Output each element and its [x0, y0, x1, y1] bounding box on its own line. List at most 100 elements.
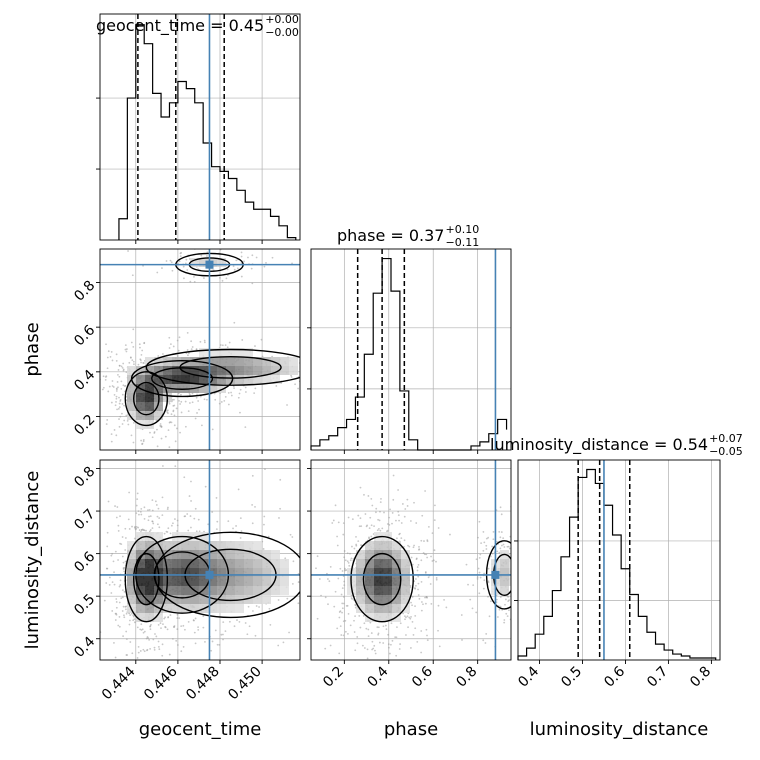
sample-point — [146, 636, 149, 638]
sample-point — [344, 619, 347, 622]
sample-point — [361, 644, 364, 647]
sample-point — [386, 529, 389, 532]
sample-point — [529, 610, 531, 612]
sample-point — [162, 623, 164, 626]
density-cell — [181, 366, 190, 375]
sample-point — [385, 628, 388, 631]
sample-point — [222, 633, 224, 636]
sample-point — [485, 548, 488, 550]
sample-point — [357, 540, 360, 543]
tick-label-y-luminosity_distance-4: 0.8 — [71, 464, 98, 491]
density-cell — [127, 541, 136, 550]
sample-point — [491, 545, 494, 548]
sample-point — [254, 345, 256, 347]
sample-point — [157, 355, 160, 357]
sample-point — [139, 346, 141, 349]
sample-point — [478, 556, 481, 559]
tick-label-x-phase-3: 0.8 — [453, 664, 480, 691]
sample-point — [408, 616, 411, 619]
sample-point — [260, 338, 263, 341]
sample-point — [487, 536, 490, 539]
sample-point — [118, 601, 121, 604]
density-cell — [172, 568, 181, 577]
sample-point — [117, 524, 120, 527]
sample-point — [390, 643, 392, 646]
sample-point — [460, 614, 463, 616]
sample-point — [240, 255, 243, 258]
sample-point — [227, 392, 230, 394]
sample-point — [370, 524, 373, 527]
sample-point — [119, 584, 122, 586]
sample-point — [411, 595, 414, 598]
sample-point — [232, 265, 235, 268]
sample-point — [516, 582, 518, 584]
density-cell — [190, 577, 199, 586]
sample-point — [363, 647, 366, 649]
sample-point — [117, 407, 120, 410]
tick-label-x-geocent_time-0: 0.444 — [99, 663, 139, 703]
sample-point — [239, 517, 242, 520]
density-cell — [127, 586, 136, 595]
sample-point — [168, 446, 171, 449]
sample-point — [237, 396, 240, 399]
sample-point — [484, 642, 487, 644]
sample-point — [132, 345, 135, 348]
sample-point — [348, 564, 351, 567]
sample-point — [483, 572, 486, 575]
sample-point — [176, 628, 179, 630]
sample-point — [254, 634, 257, 637]
density-cell — [217, 541, 226, 550]
sample-point — [167, 527, 170, 530]
sample-point — [123, 614, 125, 617]
sample-point — [117, 530, 120, 532]
density-cell — [280, 559, 289, 568]
density-cell — [235, 604, 244, 613]
sample-point — [245, 391, 247, 393]
sample-point — [409, 617, 412, 620]
sample-point — [161, 267, 163, 269]
sample-point — [94, 408, 96, 410]
foreground-layer: geocent_time = 0.45 +0.00−0.00 phase = 0.3… — [22, 13, 743, 740]
sample-point — [183, 476, 186, 479]
sample-point — [305, 371, 307, 373]
sample-point — [480, 542, 483, 545]
sample-point — [421, 514, 424, 517]
sample-point — [417, 582, 420, 585]
sample-point — [172, 345, 175, 348]
sample-point — [431, 560, 434, 562]
density-cell — [356, 595, 365, 604]
sample-point — [286, 597, 289, 600]
sample-point — [485, 537, 488, 540]
sample-point — [247, 605, 250, 608]
sample-point — [186, 513, 189, 515]
sample-point — [104, 378, 107, 381]
sample-point — [324, 355, 326, 357]
density-cell — [199, 357, 208, 366]
sample-point — [197, 629, 200, 631]
sample-point — [121, 589, 124, 592]
sample-point — [38, 379, 40, 381]
sample-point — [147, 519, 150, 522]
sample-point — [340, 634, 343, 636]
sample-point — [153, 648, 156, 651]
sample-point — [233, 387, 235, 390]
sample-point — [415, 522, 418, 524]
density-cell — [172, 357, 181, 366]
sample-point — [512, 564, 514, 566]
sample-point — [384, 662, 386, 664]
sample-point — [158, 517, 161, 519]
sample-point — [169, 614, 172, 616]
sample-point — [329, 619, 331, 621]
sample-point — [338, 652, 341, 655]
sample-point — [483, 579, 486, 582]
density-cell — [401, 586, 410, 595]
sample-point — [342, 634, 345, 637]
tick-label-x-luminosity_distance-2: 0.6 — [601, 663, 628, 690]
sample-point — [75, 401, 77, 403]
sample-point — [382, 625, 385, 628]
sample-point — [121, 412, 123, 415]
sample-point — [118, 616, 121, 618]
sample-point — [214, 398, 217, 401]
sample-point — [121, 610, 124, 612]
sample-point — [116, 408, 118, 411]
